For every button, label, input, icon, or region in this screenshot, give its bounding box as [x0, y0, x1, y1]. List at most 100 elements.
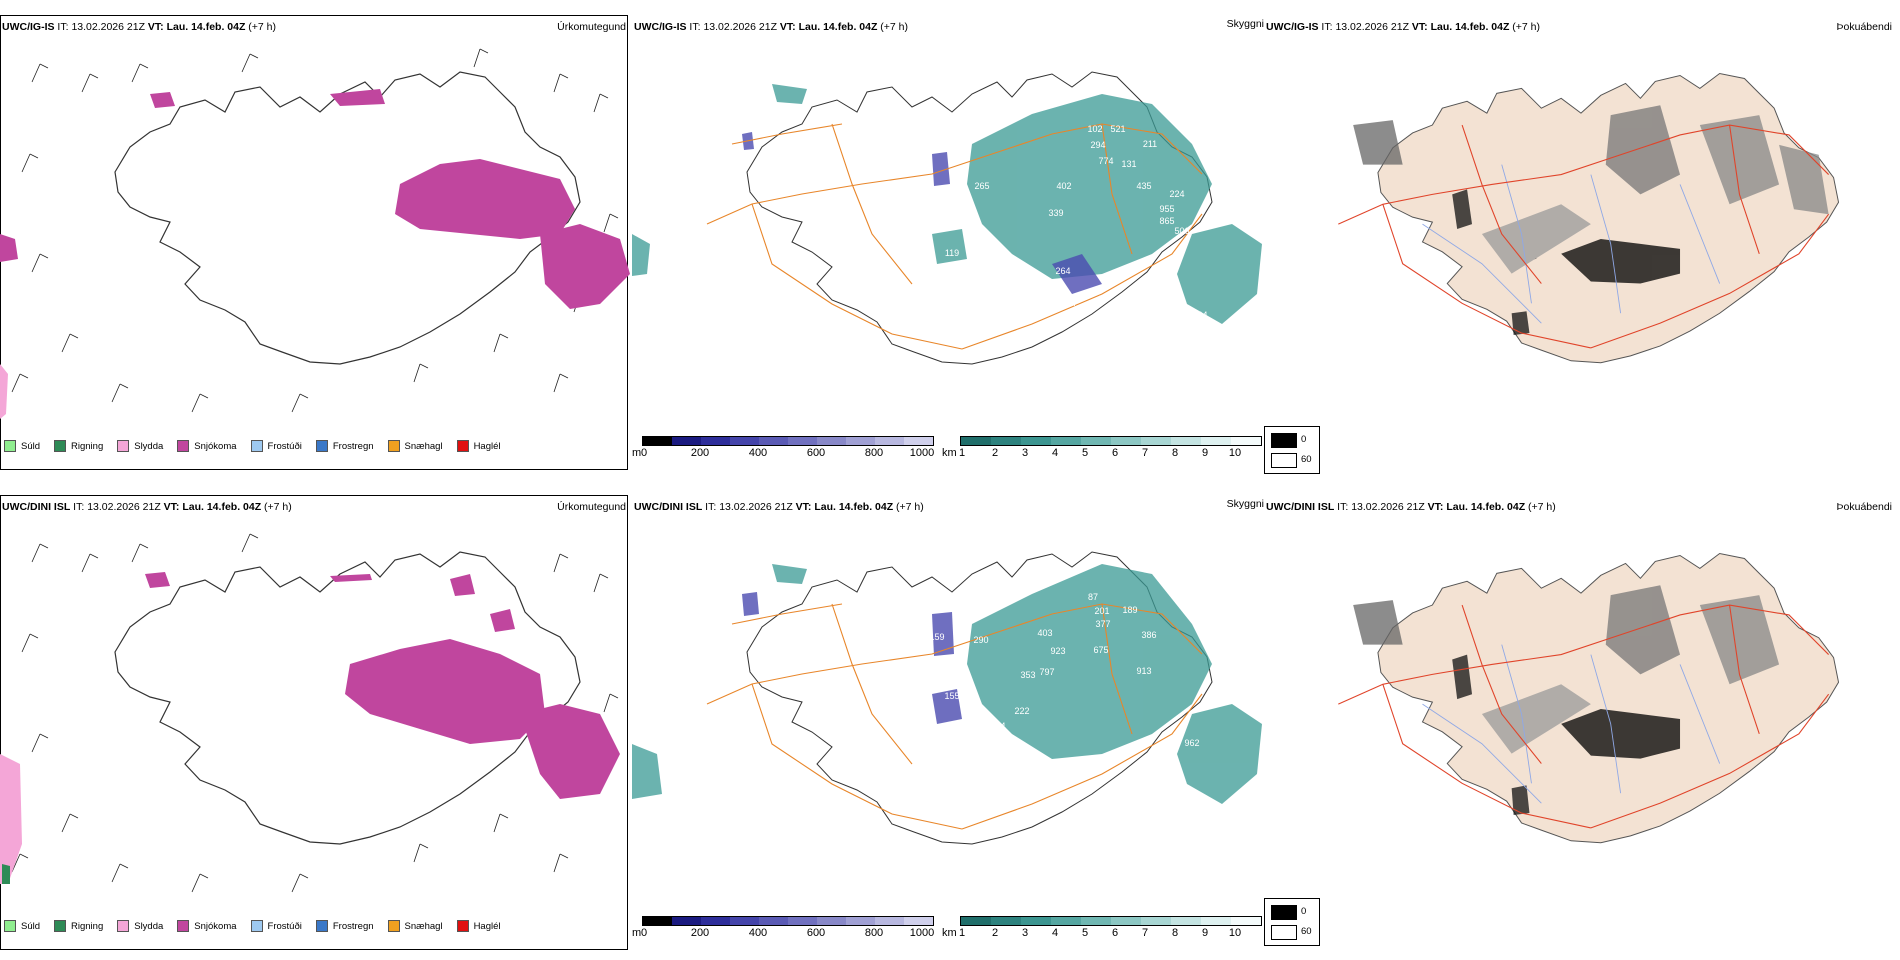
- model-row-igis: UWC/IG-IS IT: 13.02.2026 21Z VT: Lau. 14…: [0, 10, 1900, 480]
- ceiling-label: 913: [1136, 666, 1151, 676]
- tick-label: 200: [690, 447, 710, 459]
- rivers: [1422, 644, 1721, 804]
- fog-shading: [1353, 585, 1780, 816]
- tick-label: 600: [806, 927, 826, 939]
- model-name: UWC/DINI ISL: [1266, 501, 1335, 513]
- ceiling-unit: m: [632, 927, 642, 939]
- sleet-area: [0, 364, 8, 419]
- legend-label: Snæhagl: [404, 920, 443, 932]
- vt-value: Lau. 14.feb. 04Z: [166, 21, 246, 33]
- ceiling-label: 224: [1169, 189, 1184, 199]
- ceiling-label: 87: [1088, 592, 1098, 602]
- precip-legend: Súld Rigning Slydda Snjókoma Frostúði Fr…: [4, 436, 515, 456]
- road-network: [1338, 604, 1830, 829]
- field-title: Skyggni: [1226, 498, 1264, 510]
- tick-label: 2: [991, 447, 999, 459]
- it-value: 13.02.2026 21Z: [703, 21, 777, 33]
- ceiling-area: [742, 592, 962, 724]
- legend-item: Slydda: [117, 440, 163, 452]
- fog-legend-label: 60: [1301, 454, 1312, 465]
- lead-time: (+7 h): [248, 21, 277, 33]
- swatch-freezing-drizzle: [250, 920, 263, 932]
- ceiling-label: 964: [1192, 310, 1207, 320]
- legend-label: Snjókoma: [194, 440, 237, 452]
- legend-label: Frostúði: [267, 920, 302, 932]
- ceiling-label: 24: [1098, 294, 1108, 304]
- legend-item: Frostregn: [315, 920, 374, 932]
- ceiling-colorbar-gradient: [642, 436, 934, 446]
- rivers: [1422, 164, 1721, 324]
- visibility-area: [632, 84, 1262, 324]
- tick-label: 800: [864, 927, 884, 939]
- visibility-panel: UWC/DINI ISL IT: 13.02.2026 21Z VT: Lau.…: [632, 490, 1264, 955]
- swatch-sleet: [117, 440, 130, 452]
- road-network: [1338, 124, 1830, 349]
- ceiling-label: 159: [929, 632, 944, 642]
- model-name: UWC/IG-IS: [634, 21, 687, 33]
- vt-label: VT:: [147, 21, 164, 33]
- tick-label: 400: [748, 447, 768, 459]
- vt-value: Lau. 14.feb. 04Z: [1446, 501, 1526, 513]
- swatch-sleet: [117, 920, 130, 932]
- ceiling-label: 435: [1136, 181, 1151, 191]
- legend-label: Rigning: [71, 440, 104, 452]
- legend-item: Haglél: [456, 440, 501, 452]
- wind-barbs: [11, 48, 619, 413]
- lead-time: (+7 h): [1512, 21, 1541, 33]
- field-title: Þokuábendi: [1836, 21, 1892, 33]
- precip-type-panel: UWC/IG-IS IT: 13.02.2026 21Z VT: Lau. 14…: [0, 10, 630, 475]
- ceiling-label: 353: [1020, 670, 1035, 680]
- legend-label: Haglél: [473, 440, 501, 452]
- legend-item: Snæhagl: [387, 440, 443, 452]
- tick-label: 7: [1141, 447, 1149, 459]
- lead-time: (+7 h): [880, 21, 909, 33]
- legend-label: Súld: [21, 920, 41, 932]
- ceiling-label: 146: [952, 174, 967, 184]
- precip-map: [0, 48, 630, 419]
- field-title: Úrkomutegund: [557, 21, 626, 33]
- ceiling-colorbar-gradient: [642, 916, 934, 926]
- fog-swatch-black: [1271, 433, 1297, 448]
- swatch-freezing-drizzle: [250, 440, 263, 452]
- ceiling-label: 955: [1159, 204, 1174, 214]
- tick-label: 8: [1171, 927, 1179, 939]
- ceiling-label: 155: [944, 691, 959, 701]
- tick-label: 5: [1081, 927, 1089, 939]
- it-label: IT:: [1321, 21, 1333, 33]
- ceiling-label: 135: [937, 592, 952, 602]
- vt-label: VT:: [1411, 21, 1428, 33]
- tick-label: 1: [958, 447, 966, 459]
- land-fill: [1377, 73, 1840, 364]
- ceiling-colorbar: m 0 200 400 600 800 1000: [632, 436, 935, 466]
- fog-swatch-white: [1271, 925, 1297, 940]
- ceiling-colorbar: m 0 200 400 600 800 1000: [632, 916, 934, 946]
- visibility-map: 87 201 189 377 135 159 177 290 403 923 6…: [632, 551, 1262, 845]
- tick-label: 9: [1201, 447, 1209, 459]
- ceiling-label: 246: [1044, 286, 1059, 296]
- fog-swatch-black: [1271, 905, 1297, 920]
- ceiling-label: 386: [1141, 630, 1156, 640]
- visibility-colorbar-gradient: [960, 916, 1262, 926]
- fog-panel: UWC/DINI ISL IT: 13.02.2026 21Z VT: Lau.…: [1264, 490, 1900, 955]
- it-value: 13.02.2026 21Z: [71, 21, 145, 33]
- legend-label: Snæhagl: [404, 440, 443, 452]
- legend-item: Snæhagl: [387, 920, 443, 932]
- swatch-snow-pellets: [387, 440, 400, 452]
- ceiling-label: 403: [1037, 628, 1052, 638]
- legend-label: Slydda: [134, 920, 164, 932]
- legend-item: Snjókoma: [177, 920, 237, 932]
- swatch-rain: [54, 440, 67, 452]
- tick-label: 1000: [909, 447, 935, 459]
- it-label: IT:: [1337, 501, 1349, 513]
- visibility-unit: km: [942, 927, 957, 939]
- ceiling-label: 923: [1050, 646, 1065, 656]
- fog-legend: 0 60: [1264, 898, 1320, 946]
- visibility-colorbar: km 1 2 3 4 5 6 7 8 9 10: [942, 436, 1262, 466]
- cloud-base-labels: 87 201 189 377 135 159 177 290 403 923 6…: [929, 592, 1199, 748]
- swatch-freezing-rain: [315, 920, 328, 932]
- ceiling-label: 23: [1028, 289, 1038, 299]
- swatch-rain: [54, 920, 67, 932]
- ceiling-label: 211: [1143, 139, 1157, 149]
- swatch-freezing-rain: [315, 440, 328, 452]
- fog-panel: UWC/IG-IS IT: 13.02.2026 21Z VT: Lau. 14…: [1264, 10, 1900, 475]
